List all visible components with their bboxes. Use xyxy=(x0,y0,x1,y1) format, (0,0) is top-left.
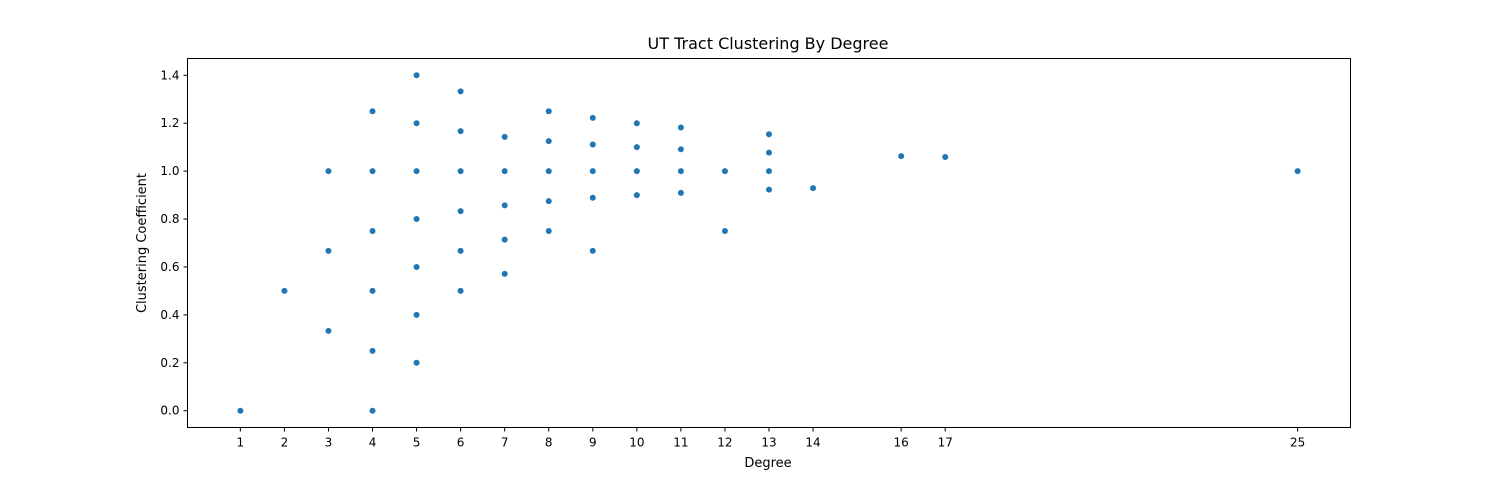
data-point xyxy=(545,168,552,175)
x-tick-label: 5 xyxy=(413,436,421,450)
data-point xyxy=(457,128,464,135)
data-point xyxy=(721,168,728,175)
data-point xyxy=(413,359,420,366)
data-point xyxy=(369,108,376,115)
data-point xyxy=(810,185,817,192)
data-point xyxy=(589,114,596,121)
y-tick-label: 1.2 xyxy=(160,116,179,130)
data-point xyxy=(501,168,508,175)
x-tick-label: 8 xyxy=(545,436,553,450)
data-points xyxy=(237,72,1301,414)
data-point xyxy=(413,168,420,175)
data-point xyxy=(413,72,420,79)
data-point xyxy=(766,186,772,193)
data-point xyxy=(457,247,464,254)
data-point xyxy=(766,131,772,138)
data-point xyxy=(413,120,420,127)
x-tick-label: 12 xyxy=(717,436,732,450)
data-point xyxy=(766,149,772,156)
y-tick-label: 0.0 xyxy=(160,404,179,418)
data-point xyxy=(457,88,464,95)
x-tick-label: 17 xyxy=(938,436,953,450)
chart-title: UT Tract Clustering By Degree xyxy=(648,34,889,53)
x-tick-label: 25 xyxy=(1290,436,1305,450)
x-tick-label: 1 xyxy=(237,436,245,450)
data-point xyxy=(677,168,684,175)
data-point xyxy=(369,228,376,235)
x-tick-label: 2 xyxy=(281,436,289,450)
data-point xyxy=(589,247,596,254)
x-tick-label: 16 xyxy=(894,436,909,450)
x-tick-label: 6 xyxy=(457,436,465,450)
data-point xyxy=(413,311,420,318)
data-point xyxy=(369,287,376,294)
y-tick-label: 0.8 xyxy=(160,212,179,226)
data-point xyxy=(369,168,376,175)
data-point xyxy=(677,146,684,153)
y-tick-label: 0.4 xyxy=(160,308,179,322)
data-point xyxy=(325,327,332,334)
y-tick-label: 0.2 xyxy=(160,356,179,370)
data-point xyxy=(1294,168,1301,175)
data-point xyxy=(369,347,376,354)
x-tick-label: 10 xyxy=(629,436,644,450)
data-point xyxy=(501,202,508,209)
data-point xyxy=(237,407,244,414)
data-point xyxy=(457,168,464,175)
data-point xyxy=(677,124,684,131)
data-point xyxy=(545,228,552,235)
data-point xyxy=(633,168,640,175)
x-axis: 1 2 3 4 5 6 7 8 9 10 11 12 13 14 16 17 25 xyxy=(237,427,1305,450)
data-point xyxy=(766,168,772,175)
data-point xyxy=(545,138,552,145)
data-point xyxy=(281,287,288,294)
data-point xyxy=(633,144,640,151)
data-point xyxy=(589,194,596,201)
data-point xyxy=(898,153,905,160)
data-point xyxy=(589,141,596,148)
data-point xyxy=(633,192,640,199)
data-point xyxy=(501,270,508,277)
data-point xyxy=(413,263,420,270)
y-tick-label: 1.4 xyxy=(160,68,179,82)
data-point xyxy=(589,168,596,175)
data-point xyxy=(325,247,332,254)
data-point xyxy=(545,198,552,205)
data-point xyxy=(501,236,508,243)
x-tick-label: 3 xyxy=(325,436,333,450)
x-tick-label: 9 xyxy=(589,436,597,450)
data-point xyxy=(677,189,684,196)
data-point xyxy=(721,228,728,235)
data-point xyxy=(457,287,464,294)
x-tick-label: 14 xyxy=(805,436,820,450)
x-tick-label: 7 xyxy=(501,436,509,450)
data-point xyxy=(413,216,420,223)
data-point xyxy=(633,120,640,127)
data-point xyxy=(942,153,949,160)
data-point xyxy=(369,407,376,414)
y-axis: 0.0 0.2 0.4 0.6 0.8 1.0 1.2 1.4 xyxy=(160,68,188,418)
data-point xyxy=(501,133,508,140)
data-point xyxy=(457,208,464,215)
data-point xyxy=(545,108,552,115)
y-tick-label: 1.0 xyxy=(160,164,179,178)
x-tick-label: 4 xyxy=(369,436,377,450)
x-axis-label: Degree xyxy=(744,456,791,471)
y-tick-label: 0.6 xyxy=(160,260,179,274)
data-point xyxy=(325,168,332,175)
y-axis-label: Clustering Coefficient xyxy=(135,173,150,313)
plot-area-frame xyxy=(187,58,1351,428)
x-tick-label: 11 xyxy=(673,436,688,450)
x-tick-label: 13 xyxy=(761,436,776,450)
